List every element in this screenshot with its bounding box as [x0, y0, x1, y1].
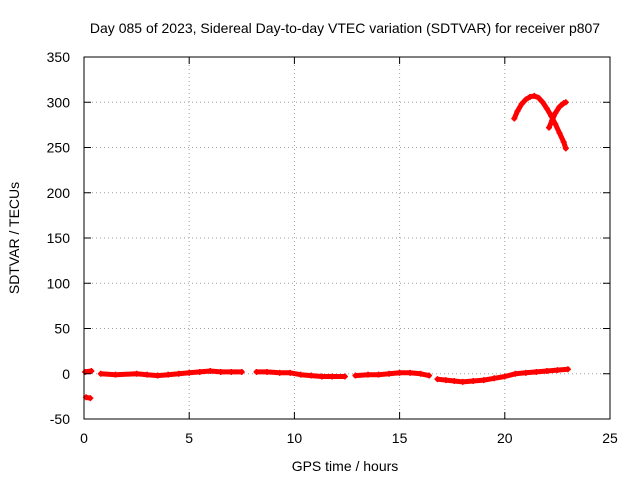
data-point	[386, 370, 393, 377]
data-point	[165, 371, 172, 378]
data-point	[238, 368, 245, 375]
data-point	[352, 372, 359, 379]
grid-layer	[84, 57, 610, 419]
data-point	[318, 373, 325, 380]
x-tick-label: 0	[80, 430, 88, 446]
data-point	[133, 370, 140, 377]
data-point	[434, 376, 441, 383]
data-point	[396, 369, 403, 376]
data-point	[480, 377, 487, 384]
data-point	[186, 369, 193, 376]
data-point	[297, 371, 304, 378]
y-tick-label: 100	[47, 275, 71, 291]
data-point	[365, 371, 372, 378]
data-point	[554, 367, 561, 374]
data-point	[564, 366, 571, 373]
data-point	[518, 101, 525, 108]
data-point	[514, 108, 521, 115]
data-point	[549, 117, 556, 124]
y-tick-label: 200	[47, 185, 71, 201]
data-point	[539, 99, 546, 106]
data-point	[522, 96, 529, 103]
y-tick-label: 50	[54, 321, 70, 337]
x-tick-label: 25	[602, 430, 618, 446]
data-point	[112, 371, 119, 378]
data-point	[308, 372, 315, 379]
data-point	[560, 139, 567, 146]
data-point	[88, 368, 95, 375]
data-point	[451, 377, 458, 384]
data-point	[522, 369, 529, 376]
x-tick-label: 15	[392, 430, 408, 446]
data-point	[556, 103, 563, 110]
data-point	[144, 371, 151, 378]
tick-layer: 0 5 10 15 20 25 -50 0 50 100 150 200 250 300 350	[47, 49, 618, 446]
data-point	[442, 377, 449, 384]
data-point	[470, 377, 477, 384]
data-point	[543, 368, 550, 375]
data-point	[196, 368, 203, 375]
y-tick-label: 0	[62, 366, 70, 382]
data-point	[562, 145, 569, 152]
x-axis-label: GPS time / hours	[292, 458, 399, 474]
data-point	[276, 369, 283, 376]
data-point	[535, 94, 542, 101]
data-point	[341, 373, 348, 380]
data-point	[417, 370, 424, 377]
data-point	[228, 368, 235, 375]
data-point	[375, 371, 382, 378]
data-point	[512, 370, 519, 377]
y-tick-label: 150	[47, 230, 71, 246]
data-point	[552, 120, 559, 127]
data-point	[287, 369, 294, 376]
data-point	[531, 92, 538, 99]
y-axis-label: SDTVAR / TECUs	[6, 182, 22, 294]
data-point	[329, 373, 336, 380]
data-point	[87, 395, 94, 402]
data-point	[154, 372, 161, 379]
data-point	[175, 370, 182, 377]
data-point	[253, 368, 260, 375]
data-point	[511, 115, 518, 122]
data-layer	[82, 92, 571, 402]
data-point	[556, 130, 563, 137]
y-tick-label: 350	[47, 49, 71, 65]
data-point	[543, 105, 550, 112]
data-point	[552, 110, 559, 117]
chart-title: Day 085 of 2023, Sidereal Day-to-day VTE…	[90, 20, 600, 36]
data-point	[491, 375, 498, 382]
x-tick-label: 20	[497, 430, 513, 446]
data-point	[426, 372, 433, 379]
data-point	[562, 99, 569, 106]
y-tick-label: -50	[50, 411, 70, 427]
data-point	[501, 373, 508, 380]
data-point	[459, 378, 466, 385]
data-point	[407, 369, 414, 376]
plot-frame	[83, 56, 611, 420]
data-point	[527, 93, 534, 100]
y-tick-label: 250	[47, 140, 71, 156]
data-point	[264, 368, 271, 375]
data-point	[97, 370, 104, 377]
data-point	[533, 368, 540, 375]
x-tick-label: 5	[185, 430, 193, 446]
data-point	[217, 368, 224, 375]
data-point	[545, 124, 552, 131]
x-tick-label: 10	[287, 430, 303, 446]
y-tick-label: 300	[47, 94, 71, 110]
data-point	[207, 368, 214, 375]
